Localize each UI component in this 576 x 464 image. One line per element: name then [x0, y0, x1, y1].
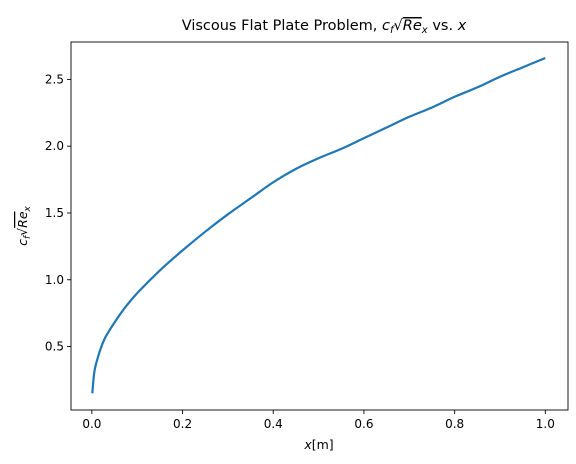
x-axis-label-unit: [m] — [312, 437, 334, 452]
y-axis-label-re-sub: x — [23, 205, 33, 212]
x-tick-label: 0.6 — [354, 417, 373, 431]
x-axis-label: x[m] — [303, 437, 333, 452]
x-tick-label: 1.0 — [536, 417, 555, 431]
chart-title-sqrt-sign: √ — [394, 18, 404, 34]
chart-title-re-sub: x — [421, 25, 428, 36]
y-tick-label: 1.5 — [45, 206, 64, 220]
y-tick-label: 2.0 — [45, 139, 64, 153]
chart-title-var: x — [457, 18, 467, 34]
x-tick-label: 0.8 — [445, 417, 464, 431]
chart-title-cf: c — [382, 18, 390, 34]
x-tick-label: 0.4 — [264, 417, 283, 431]
y-axis-label-cf: c — [15, 239, 30, 246]
y-tick-label: 1.0 — [45, 273, 64, 287]
axes-frame — [70, 41, 569, 411]
x-tick-label: 0.0 — [82, 417, 101, 431]
x-axis-label-var: x — [303, 437, 312, 452]
series-line — [91, 57, 546, 394]
chart-title: Viscous Flat Plate Problem, cf√Rex vs. x — [182, 18, 467, 36]
chart-title-re: Re — [403, 18, 422, 34]
y-axis-label: cf√Rex — [15, 205, 33, 245]
y-ticks: 0.5 1.0 1.5 2.0 2.5 — [45, 72, 71, 354]
y-axis-label-sqrt-sign: √ — [15, 228, 30, 236]
y-axis-label-re: Re — [15, 211, 30, 228]
y-tick-label: 0.5 — [45, 340, 64, 354]
chart-title-prefix: Viscous Flat Plate Problem, — [182, 18, 382, 34]
y-tick-label: 2.5 — [45, 72, 64, 86]
x-ticks: 0.0 0.2 0.4 0.6 0.8 1.0 — [82, 410, 555, 431]
y-axis-label-cf-sub: f — [23, 234, 33, 239]
chart-title-cf-sub: f — [390, 25, 395, 36]
x-tick-label: 0.2 — [173, 417, 192, 431]
chart-title-vs: vs. — [428, 18, 458, 34]
